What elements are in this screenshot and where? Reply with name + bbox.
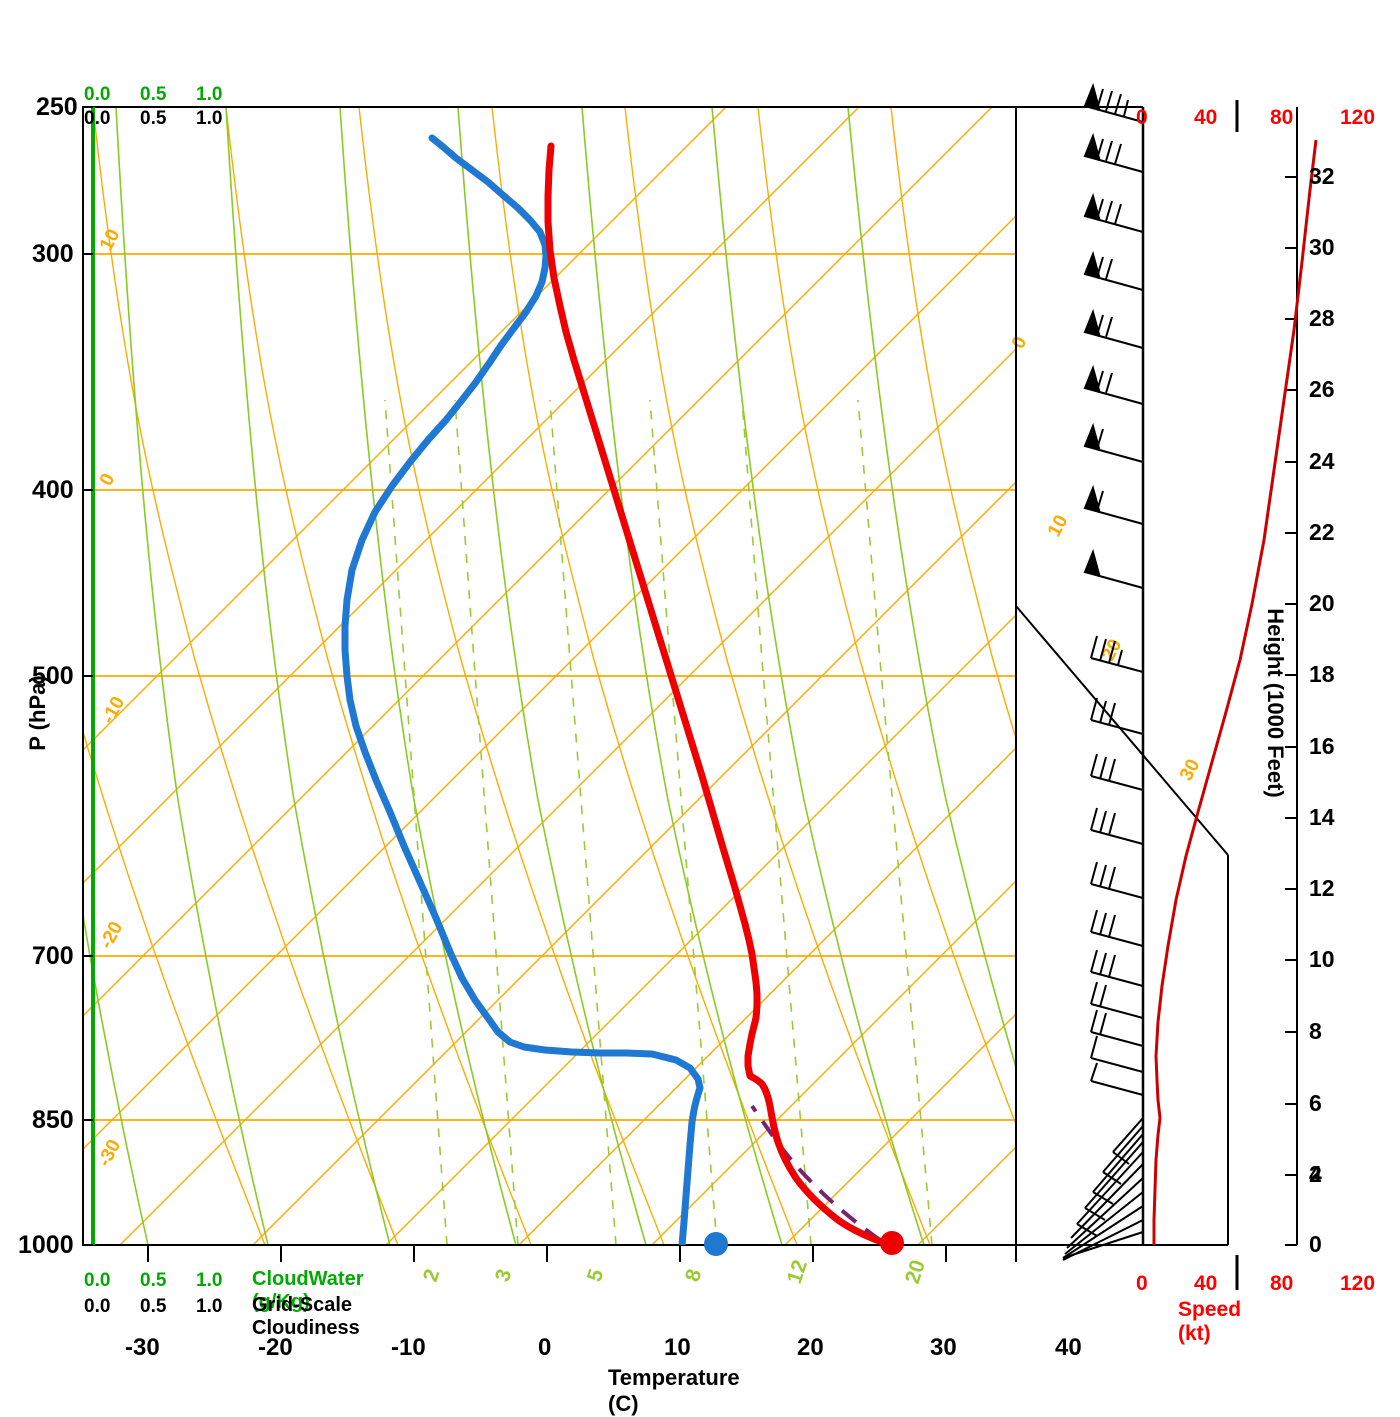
speed-tick-bot-80: 80 (1270, 1272, 1294, 1295)
temp-tick-20: 20 (797, 1334, 824, 1361)
dewpoint-trace (341, 134, 704, 1245)
cloudiness-tick-top-2: 1.0 (196, 108, 223, 129)
parcel-trace (750, 1104, 882, 1242)
height-tick-12: 12 (1309, 875, 1335, 901)
temp-tick--10: -10 (391, 1334, 426, 1361)
temp-tick-30: 30 (930, 1334, 957, 1361)
pressure-tick-300: 300 (32, 240, 74, 268)
temp-tick-10: 10 (664, 1334, 691, 1361)
cloudwater-tick-bot-0: 0.0 (84, 1270, 111, 1291)
height-tick-16: 16 (1309, 733, 1335, 759)
cloudiness-axis-label: Grid-Scale Cloudiness (252, 1294, 360, 1339)
sounding-traces (341, 134, 894, 1245)
height-tick-28: 28 (1309, 305, 1335, 331)
wind-barbs (1062, 82, 1144, 1261)
temp-tick-0: 0 (538, 1334, 552, 1361)
cloudiness-tick-bot-0: 0.0 (84, 1296, 111, 1317)
cloudwater-tick-bot-2: 1.0 (196, 1270, 223, 1291)
cloudwater-axis-label: CloudWater (g/Kg) (252, 1268, 364, 1313)
speed-axis-label: Speed (kt) (1178, 1298, 1242, 1345)
cloudiness-tick-bot-2: 1.0 (196, 1296, 223, 1317)
temp-tick-40: 40 (1055, 1334, 1082, 1361)
height-tick-26: 26 (1309, 376, 1335, 402)
cloudwater-tick-bot-1: 0.5 (140, 1270, 167, 1291)
height-tick-8: 8 (1309, 1018, 1322, 1044)
height-tick-20: 20 (1309, 590, 1335, 616)
speed-tick-bot-120: 120 (1340, 1272, 1376, 1295)
speed-tick-top-0: 0 (1136, 106, 1148, 129)
height-tick-2: 2 (1309, 1161, 1322, 1187)
height-tick-22: 22 (1309, 519, 1335, 545)
speed-tick-top-40: 40 (1194, 106, 1218, 129)
surface-temperature-dot (880, 1231, 904, 1255)
speed-tick-bot-40: 40 (1194, 1272, 1218, 1295)
cloudiness-tick-top-1: 0.5 (140, 108, 167, 129)
height-tick-14: 14 (1309, 804, 1335, 830)
moist-adiabat-lines (83, 107, 1016, 1245)
height-tick-32b: 32 (1309, 163, 1335, 189)
height-tick-4: 4 (1309, 1161, 1322, 1187)
speed-tick-bot-0: 0 (1136, 1272, 1148, 1295)
wind-barb-panel (1015, 82, 1229, 1261)
temperature-axis-label: Temperature (C) (608, 1365, 740, 1416)
pressure-tick-400: 400 (32, 476, 74, 504)
wind-speed-curve (1152, 139, 1318, 1245)
height-tick-0: 0 (1309, 1231, 1322, 1257)
pressure-tick-250: 250 (36, 93, 78, 121)
pressure-axis-label: P (hPa) (25, 675, 50, 751)
height-axis-label: Height (1000 Feet) (1263, 608, 1288, 798)
speed-tick-top-120: 120 (1340, 106, 1376, 129)
pressure-tick-1000: 1000 (18, 1231, 74, 1259)
surface-dewpoint-dot (704, 1232, 728, 1256)
pressure-tick-850: 850 (32, 1106, 74, 1134)
cloudwater-tick-top-2: 1.0 (196, 84, 223, 105)
height-tick-18: 18 (1309, 661, 1335, 687)
pressure-ticks (83, 106, 93, 1246)
height-tick-24: 24 (1309, 448, 1335, 474)
cloudwater-tick-top-0: 0.0 (84, 84, 111, 105)
pressure-tick-700: 700 (32, 942, 74, 970)
temp-tick--30: -30 (125, 1334, 160, 1361)
speed-tick-top-80: 80 (1270, 106, 1294, 129)
height-tick-6: 6 (1309, 1090, 1322, 1116)
height-axis-panel (1152, 107, 1318, 1246)
temperature-ticks (147, 1245, 1017, 1262)
height-ticks (1285, 176, 1297, 1246)
height-tick-30: 30 (1309, 234, 1335, 260)
pressure-tick-500: 500 (32, 662, 74, 690)
cloudwater-tick-top-1: 0.5 (140, 84, 167, 105)
cloudiness-tick-bot-1: 0.5 (140, 1296, 167, 1317)
temp-tick--20: -20 (258, 1334, 293, 1361)
cloudiness-tick-top-0: 0.0 (84, 108, 111, 129)
temperature-trace (544, 142, 894, 1245)
height-tick-10: 10 (1309, 946, 1335, 972)
